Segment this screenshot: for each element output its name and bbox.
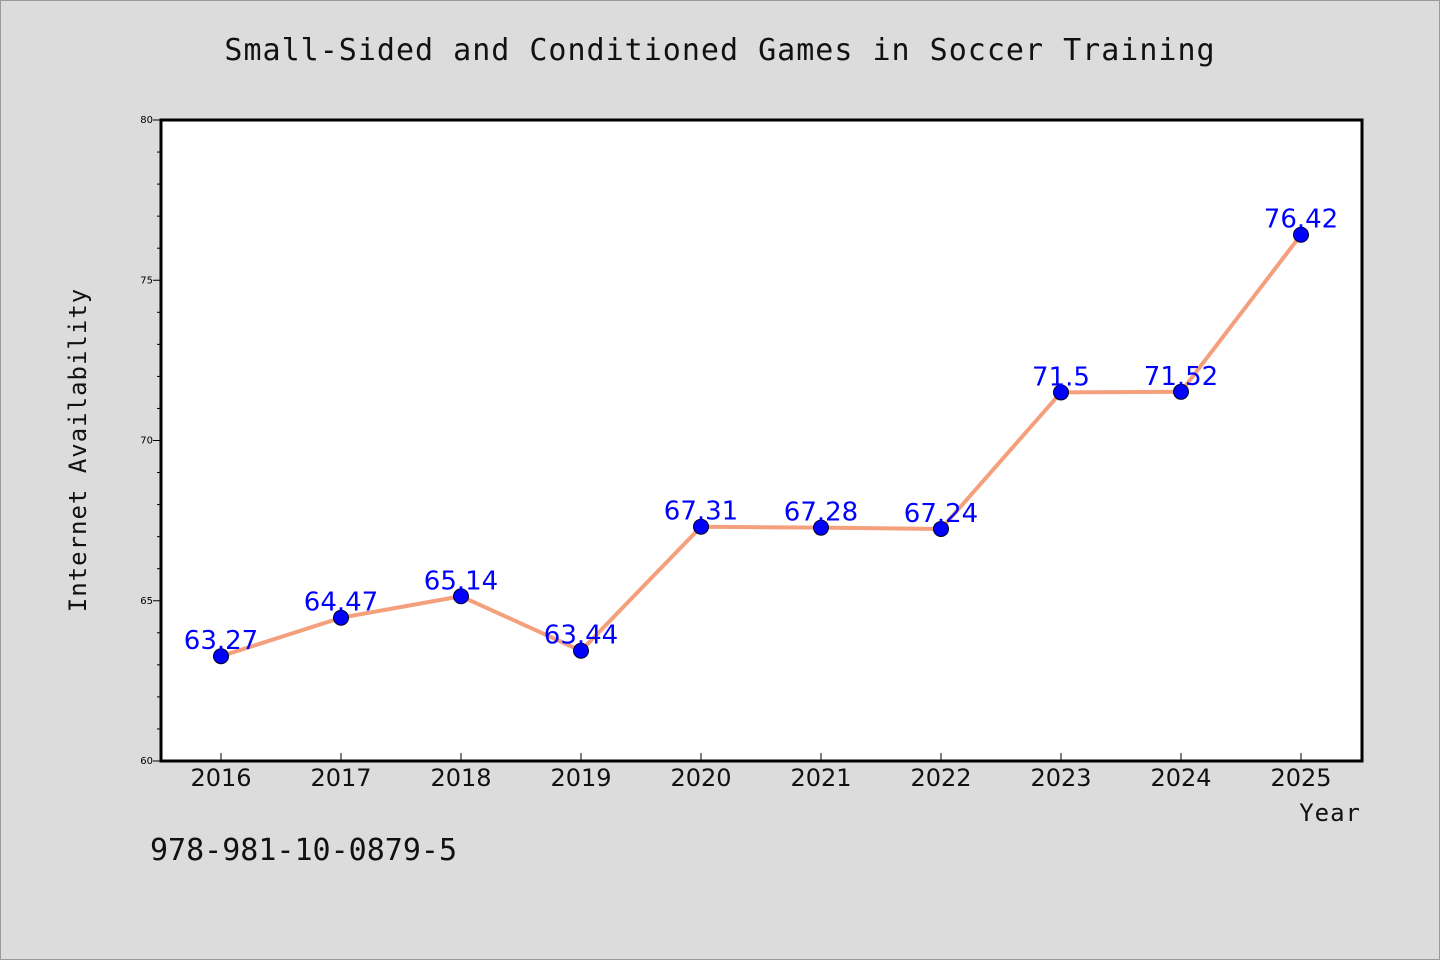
x-tick-label: 2021 (790, 764, 851, 792)
data-point (1293, 226, 1309, 243)
data-label: 67.31 (664, 497, 738, 527)
x-tick-label: 2016 (190, 764, 251, 792)
data-point (573, 642, 589, 659)
x-tick-label: 2023 (1030, 764, 1091, 792)
y-tick-label: 70 (140, 436, 153, 447)
data-point (693, 518, 709, 535)
data-label-layer: 63.27 64.47 65.14 63.44 67.31 67.28 67.24 71.5 7… (184, 205, 1338, 656)
data-label: 64.47 (304, 588, 378, 618)
y-tick-label: 65 (140, 596, 153, 607)
plot-area (159, 118, 1364, 763)
data-label: 67.28 (784, 498, 858, 528)
series-layer (213, 226, 1309, 665)
x-tick-label: 2017 (310, 764, 371, 792)
x-tick-label: 2022 (910, 764, 971, 792)
chart-title: Small-Sided and Conditioned Games in Soc… (224, 33, 1216, 68)
x-axis-ticks: 2016 2017 2018 2019 2020 2021 2022 2023 2024 2025 (190, 753, 1332, 792)
y-tick-label: 75 (140, 275, 153, 286)
y-tick-label: 80 (140, 115, 153, 126)
data-label: 76.42 (1264, 205, 1338, 235)
x-tick-label: 2018 (430, 764, 491, 792)
data-label: 63.27 (184, 626, 258, 656)
data-point (933, 520, 949, 537)
data-point (333, 609, 349, 626)
x-tick-label: 2019 (550, 764, 611, 792)
data-point (1053, 384, 1069, 401)
data-label: 63.44 (544, 621, 618, 651)
isbn-text: 978-981-10-0879-5 (150, 833, 458, 868)
data-point (1173, 383, 1189, 400)
x-tick-label: 2025 (1270, 764, 1331, 792)
data-point (813, 519, 829, 536)
x-tick-label: 2024 (1150, 764, 1211, 792)
x-axis-title: Year (1299, 799, 1361, 827)
data-label: 71.52 (1144, 362, 1218, 392)
y-axis-title: Internet Availability (64, 288, 92, 612)
y-axis-ticks: 60 65 70 75 80 (140, 115, 161, 767)
data-label: 65.14 (424, 566, 498, 596)
data-label: 67.24 (904, 499, 978, 529)
series-line (219, 232, 1303, 659)
x-tick-label: 2020 (670, 764, 731, 792)
data-point (213, 648, 229, 665)
data-point (453, 588, 469, 605)
data-label: 71.5 (1032, 362, 1090, 392)
y-tick-label: 60 (140, 756, 153, 767)
